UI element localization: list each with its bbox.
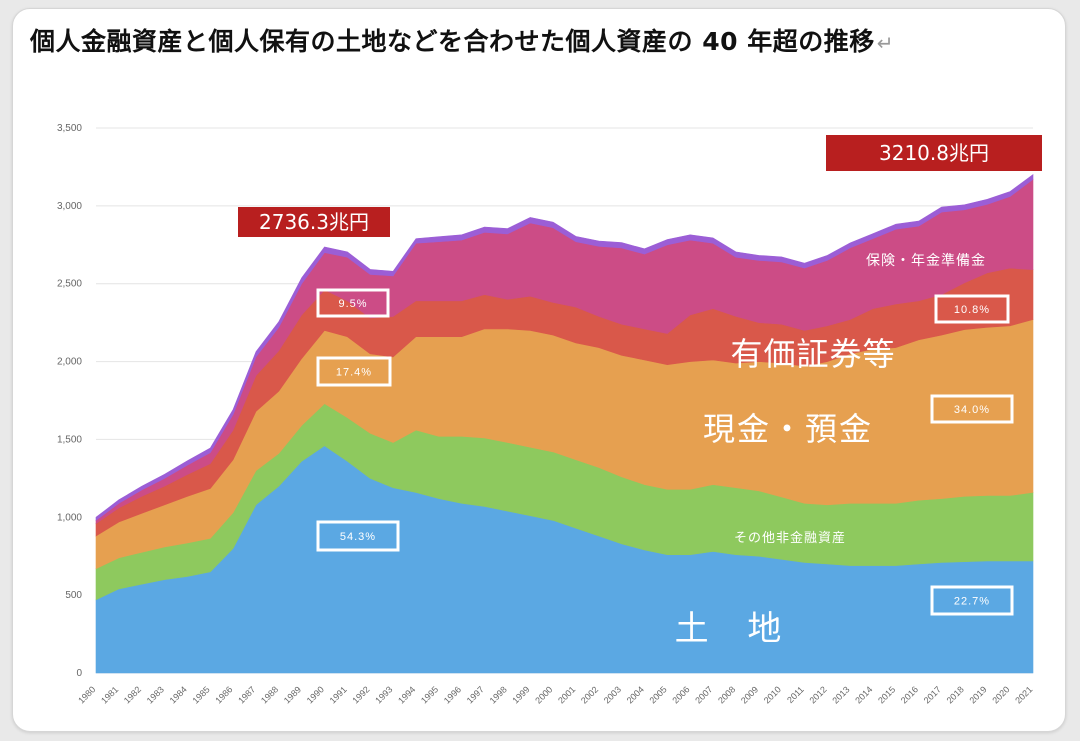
x-tick-label: 1995 (419, 684, 440, 705)
share-box (316, 356, 392, 387)
x-tick-label: 1988 (259, 684, 280, 705)
share-box-label: 34.0% (954, 404, 990, 416)
share-box (934, 294, 1010, 324)
share-box (316, 520, 400, 552)
total-callout-box (238, 207, 390, 237)
x-tick-label: 2004 (625, 684, 646, 705)
x-tick-label: 1992 (350, 684, 371, 705)
x-tick-label: 1987 (236, 684, 257, 705)
series-label: その他非金融資産 (734, 530, 846, 546)
share-box-label: 17.4% (336, 367, 372, 379)
x-tick-label: 2013 (830, 684, 851, 705)
return-mark-icon: ↵ (876, 31, 894, 55)
area-series-5 (95, 174, 1034, 521)
share-box-label: 10.8% (954, 304, 990, 316)
chart-title: 個人金融資産と個人保有の土地などを合わせた個人資産の 40 年超の推移 ↵ (30, 22, 894, 58)
x-tick-label: 2014 (853, 684, 874, 705)
chart-title-text: 個人金融資産と個人保有の土地などを合わせた個人資産の 40 年超の推移 (30, 27, 875, 56)
series-label: 現金・預金 (703, 410, 873, 448)
share-box (316, 288, 390, 318)
y-tick-label: 1,500 (57, 434, 82, 445)
x-tick-label: 2006 (670, 684, 691, 705)
x-tick-label: 2015 (876, 684, 897, 705)
x-tick-label: 2011 (785, 684, 806, 705)
x-tick-label: 1989 (282, 684, 303, 705)
total-callout-label: 3210.8兆円 (879, 141, 989, 165)
x-tick-label: 1986 (213, 684, 234, 705)
y-tick-label: 0 (76, 668, 82, 679)
x-tick-label: 1996 (442, 684, 463, 705)
x-tick-label: 2020 (990, 684, 1011, 705)
share-box-label: 22.7% (954, 596, 990, 608)
x-tick-label: 2002 (579, 684, 600, 705)
share-box (930, 394, 1014, 424)
x-tick-label: 1993 (373, 684, 394, 705)
x-tick-label: 1994 (396, 684, 417, 705)
x-tick-label: 2017 (922, 684, 943, 705)
x-tick-label: 1997 (465, 684, 486, 705)
share-box-label: 9.5% (338, 298, 367, 310)
x-tick-label: 1980 (76, 684, 97, 705)
total-callout-label: 2736.3兆円 (259, 210, 369, 234)
x-tick-label: 2010 (762, 684, 783, 705)
x-tick-label: 1984 (168, 684, 189, 705)
x-tick-label: 2007 (693, 684, 714, 705)
x-tick-label: 2003 (602, 684, 623, 705)
share-box-label: 54.3% (340, 531, 376, 543)
y-tick-label: 3,000 (57, 201, 82, 212)
x-tick-label: 1991 (328, 684, 349, 705)
x-tick-label: 2019 (967, 684, 988, 705)
x-tick-label: 2008 (716, 684, 737, 705)
y-tick-label: 2,000 (57, 357, 82, 368)
x-tick-label: 1983 (145, 684, 166, 705)
x-tick-label: 2009 (739, 684, 760, 705)
share-box (930, 585, 1014, 616)
x-tick-label: 1985 (190, 684, 211, 705)
series-label: 土 地 (675, 609, 796, 649)
x-tick-label: 2021 (1013, 684, 1034, 705)
x-tick-label: 1990 (305, 684, 326, 705)
x-tick-label: 1998 (488, 684, 509, 705)
y-tick-label: 3,500 (57, 123, 82, 134)
total-callout-box (826, 135, 1042, 171)
x-tick-label: 1981 (99, 684, 120, 705)
x-tick-label: 1999 (510, 684, 531, 705)
y-tick-label: 1,000 (57, 512, 82, 523)
x-tick-label: 2016 (899, 684, 920, 705)
x-tick-label: 2000 (533, 684, 554, 705)
y-tick-label: 500 (65, 590, 82, 601)
x-tick-label: 2018 (945, 684, 966, 705)
series-label: 有価証券等 (730, 335, 895, 373)
x-tick-label: 1982 (122, 684, 143, 705)
x-tick-label: 2005 (648, 684, 669, 705)
x-tick-label: 2001 (556, 684, 577, 705)
series-label: 保険・年金準備金 (866, 253, 986, 269)
y-tick-label: 2,500 (57, 279, 82, 290)
x-tick-label: 2012 (807, 684, 828, 705)
